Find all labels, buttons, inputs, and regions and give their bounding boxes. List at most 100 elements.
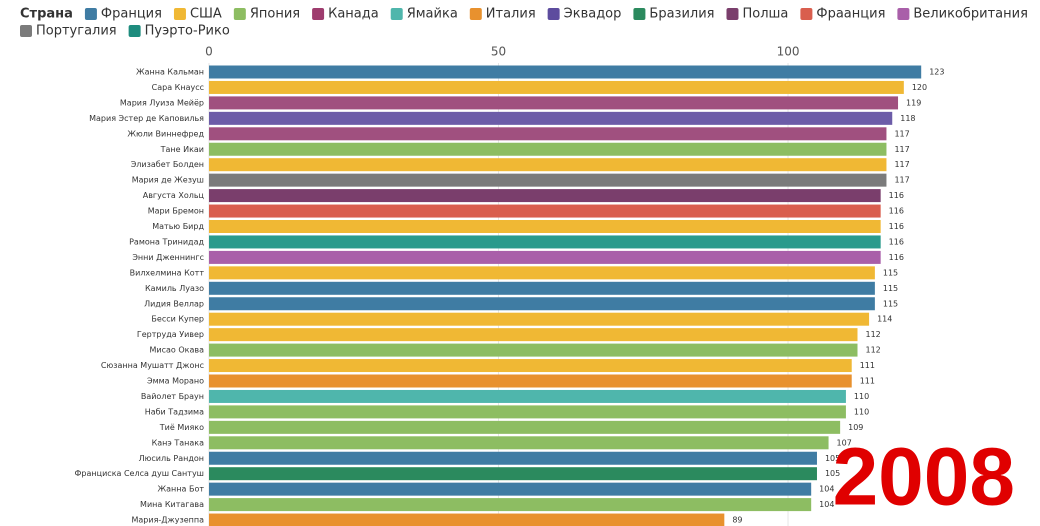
category-label: Вилхелмина Котт [130, 268, 205, 277]
legend-title: Страна [20, 7, 73, 22]
bar [209, 111, 893, 125]
category-label: Мария-Джузеппа [131, 516, 204, 525]
value-label: 115 [883, 268, 898, 277]
bar [209, 266, 875, 280]
legend-label: Италия [486, 7, 536, 22]
legend-label: Португалия [36, 24, 117, 39]
bar [209, 482, 812, 496]
x-tick-label: 0 [205, 45, 213, 59]
bar [209, 343, 858, 357]
legend-label: Бразилия [649, 7, 714, 22]
value-label: 119 [906, 98, 921, 107]
legend-swatch [173, 8, 186, 20]
legend-label: Канада [328, 7, 379, 22]
legend-label: Полша [742, 7, 788, 22]
category-label: Лидия Веллар [144, 299, 204, 308]
bar [209, 173, 887, 187]
bar [209, 65, 922, 79]
bar [209, 328, 858, 342]
bar [209, 204, 881, 218]
legend-label: США [190, 7, 222, 22]
value-label: 118 [900, 114, 915, 123]
category-label: Мари Бремон [148, 207, 204, 216]
bar [209, 451, 817, 465]
value-label: 116 [889, 207, 904, 216]
category-label: Матью Бирд [152, 222, 204, 231]
value-label: 112 [866, 346, 881, 355]
bar [209, 235, 881, 249]
category-label: Бесси Купер [151, 315, 204, 324]
category-label: Элизабет Болден [131, 160, 204, 169]
bar [209, 96, 899, 110]
value-label: 115 [883, 284, 898, 293]
legend-swatch [800, 8, 813, 20]
value-label: 116 [889, 253, 904, 262]
legend-label: Эквадор [564, 7, 622, 22]
legend-label: Пуэрто-Рико [145, 24, 230, 39]
value-label: 105 [825, 454, 840, 463]
legend-swatch [547, 8, 560, 20]
category-label: Вайолет Браун [141, 392, 204, 401]
category-label: Тане Икаи [160, 145, 204, 154]
bar [209, 281, 875, 295]
legend-label: Япония [250, 7, 300, 22]
category-label: Сара Кнаусс [152, 83, 204, 92]
bar [209, 189, 881, 203]
value-label: 115 [883, 299, 898, 308]
bar [209, 436, 829, 450]
category-label: Франциска Селса душ Сантуш [75, 469, 204, 478]
category-label: Августа Хольц [143, 191, 205, 200]
value-label: 110 [854, 392, 869, 401]
value-label: 117 [894, 145, 909, 154]
category-label: Мария Луиза Мейёр [120, 98, 204, 107]
bar [209, 158, 887, 172]
category-label: Мисао Окава [150, 346, 205, 355]
bar [209, 220, 881, 233]
value-label: 116 [889, 237, 904, 246]
legend-swatch [726, 8, 739, 20]
value-label: 116 [889, 191, 904, 200]
x-tick-label: 100 [777, 45, 800, 59]
value-label: 123 [929, 68, 944, 77]
year-label: 2008 [833, 432, 1015, 523]
category-label: Канэ Танака [152, 438, 205, 447]
legend-swatch [390, 8, 403, 20]
bar [209, 312, 870, 326]
legend-label: Фраанция [816, 7, 885, 22]
bar [209, 250, 881, 264]
category-label: Мария Эстер де Каповилья [89, 114, 204, 123]
category-label: Гертруда Уивер [137, 330, 204, 339]
legend-swatch [20, 25, 32, 37]
legend-swatch [233, 8, 246, 20]
value-label: 116 [889, 222, 904, 231]
value-label: 120 [912, 83, 927, 92]
value-label: 104 [819, 485, 834, 494]
bar [209, 127, 887, 141]
value-label: 105 [825, 469, 840, 478]
legend-swatch [312, 8, 325, 20]
category-label: Эмма Морано [147, 377, 204, 386]
bar [209, 467, 817, 481]
bar [209, 142, 887, 156]
legend-swatch [84, 8, 97, 20]
category-label: Сюзанна Мушатт Джонс [101, 361, 204, 370]
bar [209, 359, 852, 373]
category-label: Жанна Кальман [136, 68, 204, 77]
bar [209, 498, 812, 512]
category-label: Камиль Луазо [145, 284, 204, 293]
value-label: 111 [860, 377, 875, 386]
value-label: 89 [732, 516, 742, 525]
value-label: 111 [860, 361, 875, 370]
bar [209, 374, 852, 388]
legend-swatch [128, 25, 141, 37]
legend-label: Ямайка [407, 7, 458, 22]
category-label: Жанна Бот [158, 485, 205, 494]
legend-swatch [633, 8, 646, 20]
category-label: Рамона Тринидад [129, 237, 204, 246]
bar [209, 420, 841, 434]
value-label: 110 [854, 407, 869, 416]
legend-label: Франция [101, 7, 162, 22]
bar [209, 405, 846, 419]
category-label: Тиё Мияко [159, 423, 204, 432]
